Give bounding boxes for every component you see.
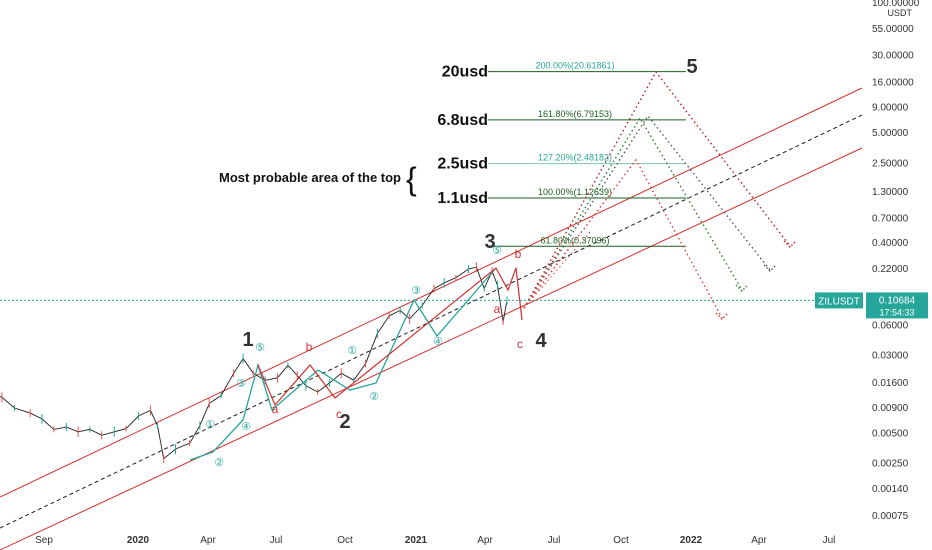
- y-tick-label: 0.22000: [872, 264, 909, 275]
- plot-area: 200.00%(20.61861) 20usd 161.80%(6.79153) 6.…: [0, 56, 863, 550]
- minor-wave-label: ②: [369, 390, 379, 403]
- abc-wave-label: c: [517, 337, 523, 351]
- y-tick-label: 16.00000: [872, 78, 914, 89]
- fib-levels: 200.00%(20.61861) 20usd 161.80%(6.79153) 6.…: [437, 61, 686, 247]
- fib-label: 161.80%(6.79153): [538, 109, 612, 119]
- y-tick-label: 0.06000: [872, 321, 909, 332]
- minor-wave-label: ②: [214, 456, 224, 469]
- minor-wave-label: ①: [205, 418, 215, 431]
- annotation-brace: {: [406, 161, 417, 197]
- projection-arrow: [735, 284, 749, 292]
- correction-wave-line: [257, 267, 523, 407]
- fib-target-label: 1.1usd: [437, 190, 488, 207]
- major-wave-label: 1: [242, 329, 253, 351]
- x-tick-label: Jul: [823, 535, 836, 546]
- projection-fan: [523, 249, 561, 309]
- projection-fan: [523, 231, 591, 309]
- y-tick-label: 0.70000: [872, 214, 909, 225]
- wave-count: [189, 267, 523, 461]
- x-axis: Sep 2020 Apr Jul Oct 2021 Apr Jul Oct 2022 Apr Jul: [35, 535, 835, 546]
- y-tick-label: 1.30000: [872, 187, 909, 198]
- fib-label: 61.80%(0.37096): [540, 235, 609, 245]
- y-unit-label: USDT: [888, 8, 913, 18]
- abc-wave-label: b: [306, 340, 313, 354]
- channel-mid-line: [0, 114, 863, 529]
- fib-label: 100.00%(1.12639): [538, 187, 612, 197]
- y-tick-label: 0.00250: [872, 459, 909, 470]
- y-tick-label: 100.00000: [872, 0, 920, 9]
- projection-arrow: [783, 240, 797, 248]
- x-tick-label: Oct: [337, 535, 353, 546]
- y-tick-label: 5.00000: [872, 128, 909, 139]
- minor-wave-label: ⑤: [255, 341, 265, 354]
- y-tick-label: 0.00140: [872, 484, 909, 495]
- major-wave-label: 3: [484, 231, 495, 253]
- symbol-tag: [815, 292, 863, 309]
- y-tick-label: 0.00075: [872, 511, 909, 522]
- minor-wave-label: ③: [411, 284, 421, 297]
- minor-wave-line: [189, 267, 497, 461]
- x-tick-label: Sep: [35, 535, 53, 546]
- x-tick-label: Apr: [200, 535, 216, 546]
- x-tick-label: Apr: [751, 535, 767, 546]
- wave-labels: 1 2 3 4 5 ① ② ③ ④ ⑤ ① ② ③ ④ ⑤ a b c a b c: [205, 56, 698, 469]
- minor-wave-label: ④: [241, 420, 251, 433]
- fib-target-label: 20usd: [442, 64, 488, 81]
- fib-label: 127.20%(2.48182): [538, 153, 612, 163]
- x-tick-label: Oct: [613, 535, 629, 546]
- x-tick-label: 2022: [680, 535, 703, 546]
- y-tick-label: 2.50000: [872, 158, 909, 169]
- minor-wave-label: ①: [347, 344, 357, 357]
- price-series: [0, 262, 508, 463]
- fib-target-label: 2.5usd: [437, 156, 488, 173]
- x-tick-label: 2020: [127, 535, 150, 546]
- abc-wave-label: c: [336, 407, 342, 421]
- projection-paths: [523, 70, 797, 320]
- channel-lower-line: [0, 147, 863, 550]
- projection-fan: [523, 239, 576, 309]
- major-wave-label: 2: [339, 411, 350, 433]
- symbol-tag-label: ZILUSDT: [818, 296, 860, 307]
- x-tick-label: 2021: [405, 535, 428, 546]
- abc-wave-label: b: [515, 247, 522, 261]
- y-tick-label: 0.03000: [872, 351, 909, 362]
- projection-path: [523, 116, 743, 309]
- y-tick-label: 55.00000: [872, 24, 914, 35]
- fib-target-label: 6.8usd: [437, 112, 488, 129]
- annotations: Most probable area of the top {: [219, 161, 417, 197]
- abc-wave-label: a: [272, 402, 279, 416]
- x-tick-label: Jul: [270, 535, 283, 546]
- projection-arrow: [715, 312, 729, 320]
- projection-path: [523, 158, 723, 319]
- price-tag: [866, 292, 928, 319]
- y-tick-label: 0.40000: [872, 238, 909, 249]
- annotation-top-area: Most probable area of the top: [219, 170, 401, 185]
- x-tick-label: Apr: [477, 535, 493, 546]
- y-tick-label: 0.00900: [872, 403, 909, 414]
- projection-path: [523, 70, 791, 309]
- major-wave-label: 5: [686, 56, 697, 78]
- price-line: [0, 266, 508, 460]
- abc-wave-label: a: [494, 302, 501, 316]
- major-wave-label: 4: [535, 330, 547, 352]
- minor-wave-label: ③: [236, 377, 246, 390]
- minor-wave-label: ⑤: [492, 244, 502, 257]
- fib-label: 200.00%(20.61861): [535, 61, 614, 71]
- y-tick-label: 30.00000: [872, 50, 914, 61]
- price-tag-value: 0.10684: [879, 295, 916, 306]
- y-tick-label: 0.01600: [872, 378, 909, 389]
- x-tick-label: Jul: [548, 535, 561, 546]
- projection-path: [523, 114, 771, 309]
- y-tick-label: 0.00500: [872, 429, 909, 440]
- channel-lines: [0, 87, 863, 550]
- projection-arrow: [763, 264, 777, 272]
- minor-wave-label: ④: [433, 335, 443, 348]
- y-tick-label: 9.00000: [872, 103, 909, 114]
- price-tag-countdown: 17:54:33: [879, 307, 914, 317]
